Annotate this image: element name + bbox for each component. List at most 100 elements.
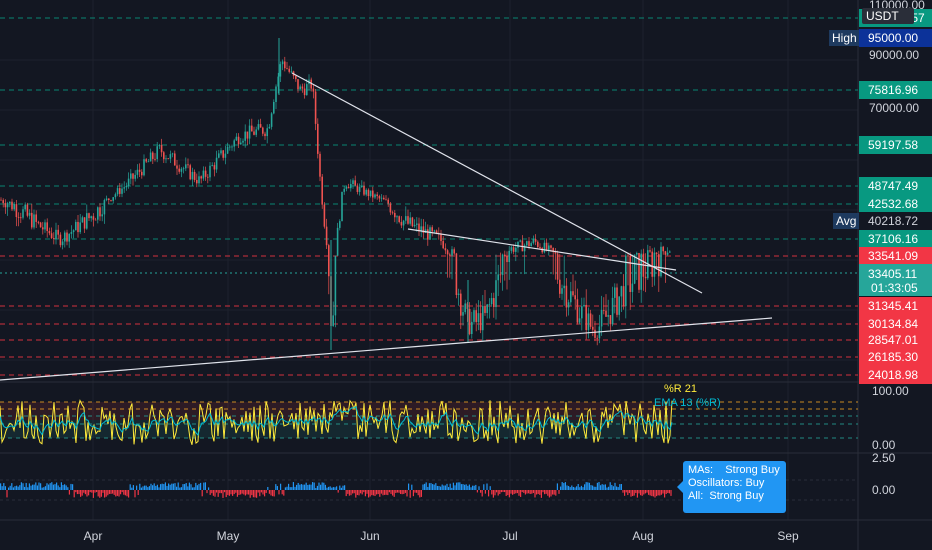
last-price-countdown: 01:33:05 <box>871 281 918 295</box>
candle-body <box>376 194 378 197</box>
hist-bar <box>115 490 117 497</box>
hist-bar <box>329 486 331 490</box>
hist-bar <box>246 490 248 495</box>
hist-bar <box>20 482 22 490</box>
hist-bar <box>344 485 346 490</box>
hist-bar <box>176 486 178 490</box>
candle-body <box>215 157 218 170</box>
hist-bar <box>350 490 352 496</box>
hist-bar <box>297 482 299 490</box>
level-tag-bg-3 <box>859 177 932 195</box>
candle-body <box>83 217 86 229</box>
candle-body <box>644 276 647 279</box>
hist-bar <box>574 487 576 490</box>
hist-bar <box>358 490 360 496</box>
hist-bar <box>443 485 445 490</box>
hist-bar <box>137 490 139 495</box>
candle-body <box>306 84 308 96</box>
candle-body <box>627 255 629 257</box>
hist-bar <box>200 482 202 490</box>
hist-bar <box>374 490 376 497</box>
hist-bar <box>272 490 274 497</box>
hist-bar <box>299 484 301 490</box>
trendlines[interactable] <box>0 72 773 381</box>
hist-bar <box>465 484 467 490</box>
candle-body <box>517 241 519 248</box>
hist-bar <box>580 485 582 490</box>
candle-body <box>493 298 495 308</box>
candle-body <box>134 174 136 179</box>
hist-bar <box>577 484 579 490</box>
candle-body <box>444 248 447 251</box>
candle-body <box>446 250 449 255</box>
hist-bar <box>64 484 66 490</box>
mas-value: Strong Buy <box>725 464 780 476</box>
candle-body <box>435 230 438 234</box>
hist-bar <box>353 490 355 494</box>
hist-bar <box>550 490 552 497</box>
candle-body <box>466 303 469 309</box>
hist-bar <box>268 490 270 494</box>
hist-bar <box>476 490 478 493</box>
candle-body <box>176 165 178 169</box>
hist-bar <box>94 490 96 493</box>
hist-bar <box>660 490 662 495</box>
hist-bar <box>523 490 525 493</box>
candle-body <box>550 245 552 248</box>
candle-body <box>347 186 350 189</box>
candle-body <box>378 196 381 199</box>
candle-body <box>64 232 66 242</box>
hist-bar <box>585 482 587 490</box>
avg-label-bg <box>833 213 859 229</box>
candle-body <box>651 251 653 277</box>
candle-body <box>268 126 271 129</box>
candle-body <box>178 168 180 172</box>
hist-bar <box>289 487 291 490</box>
candle-body <box>88 213 90 219</box>
candle-body <box>286 68 288 69</box>
time-tick-jul: Jul <box>502 529 517 543</box>
candle-body <box>295 75 297 80</box>
hist-bar <box>540 490 542 498</box>
candle-body <box>526 241 528 246</box>
candle-body <box>574 295 576 300</box>
candle-body <box>297 79 299 90</box>
time-axis[interactable]: Apr May Jun Jul Aug Sep <box>84 529 799 543</box>
candle-body <box>539 246 541 249</box>
hist-bar <box>164 482 166 490</box>
hist-bar <box>598 482 600 490</box>
hist-bar <box>659 490 661 496</box>
hist-bar <box>214 490 216 497</box>
hist-bar <box>217 490 219 497</box>
candle-body <box>365 189 367 195</box>
hist-bar <box>36 485 38 490</box>
hist-bar <box>284 487 286 490</box>
hist-bar <box>52 484 54 490</box>
hist-bar <box>473 485 475 490</box>
hist-bar <box>411 484 413 490</box>
candle-body <box>70 232 73 234</box>
hist-bar <box>228 490 230 496</box>
hist-bar <box>364 490 366 497</box>
candle-body <box>367 189 370 197</box>
hist-bar <box>595 486 597 490</box>
hist-bar <box>416 490 418 493</box>
hist-bar <box>400 490 402 494</box>
price-axis[interactable]: 110000.0095000.0090000.0070000.00103947.… <box>829 0 932 497</box>
candle-body <box>101 214 103 217</box>
candle-body <box>609 315 612 325</box>
hist-bar <box>524 490 526 495</box>
candle-body <box>592 326 594 330</box>
last-price-value: 33405.11 <box>868 267 917 281</box>
candle-body <box>350 184 352 189</box>
level-tag-6: 33541.09 <box>868 249 918 263</box>
candle-body <box>369 190 372 197</box>
candle-body <box>284 61 286 69</box>
trendline-descending <box>291 72 703 294</box>
hist-bar <box>281 490 283 495</box>
williams-r-line <box>0 399 673 445</box>
currency-tag: USDT <box>866 9 899 23</box>
hist-bar <box>384 490 386 495</box>
hist-bar <box>9 485 11 490</box>
